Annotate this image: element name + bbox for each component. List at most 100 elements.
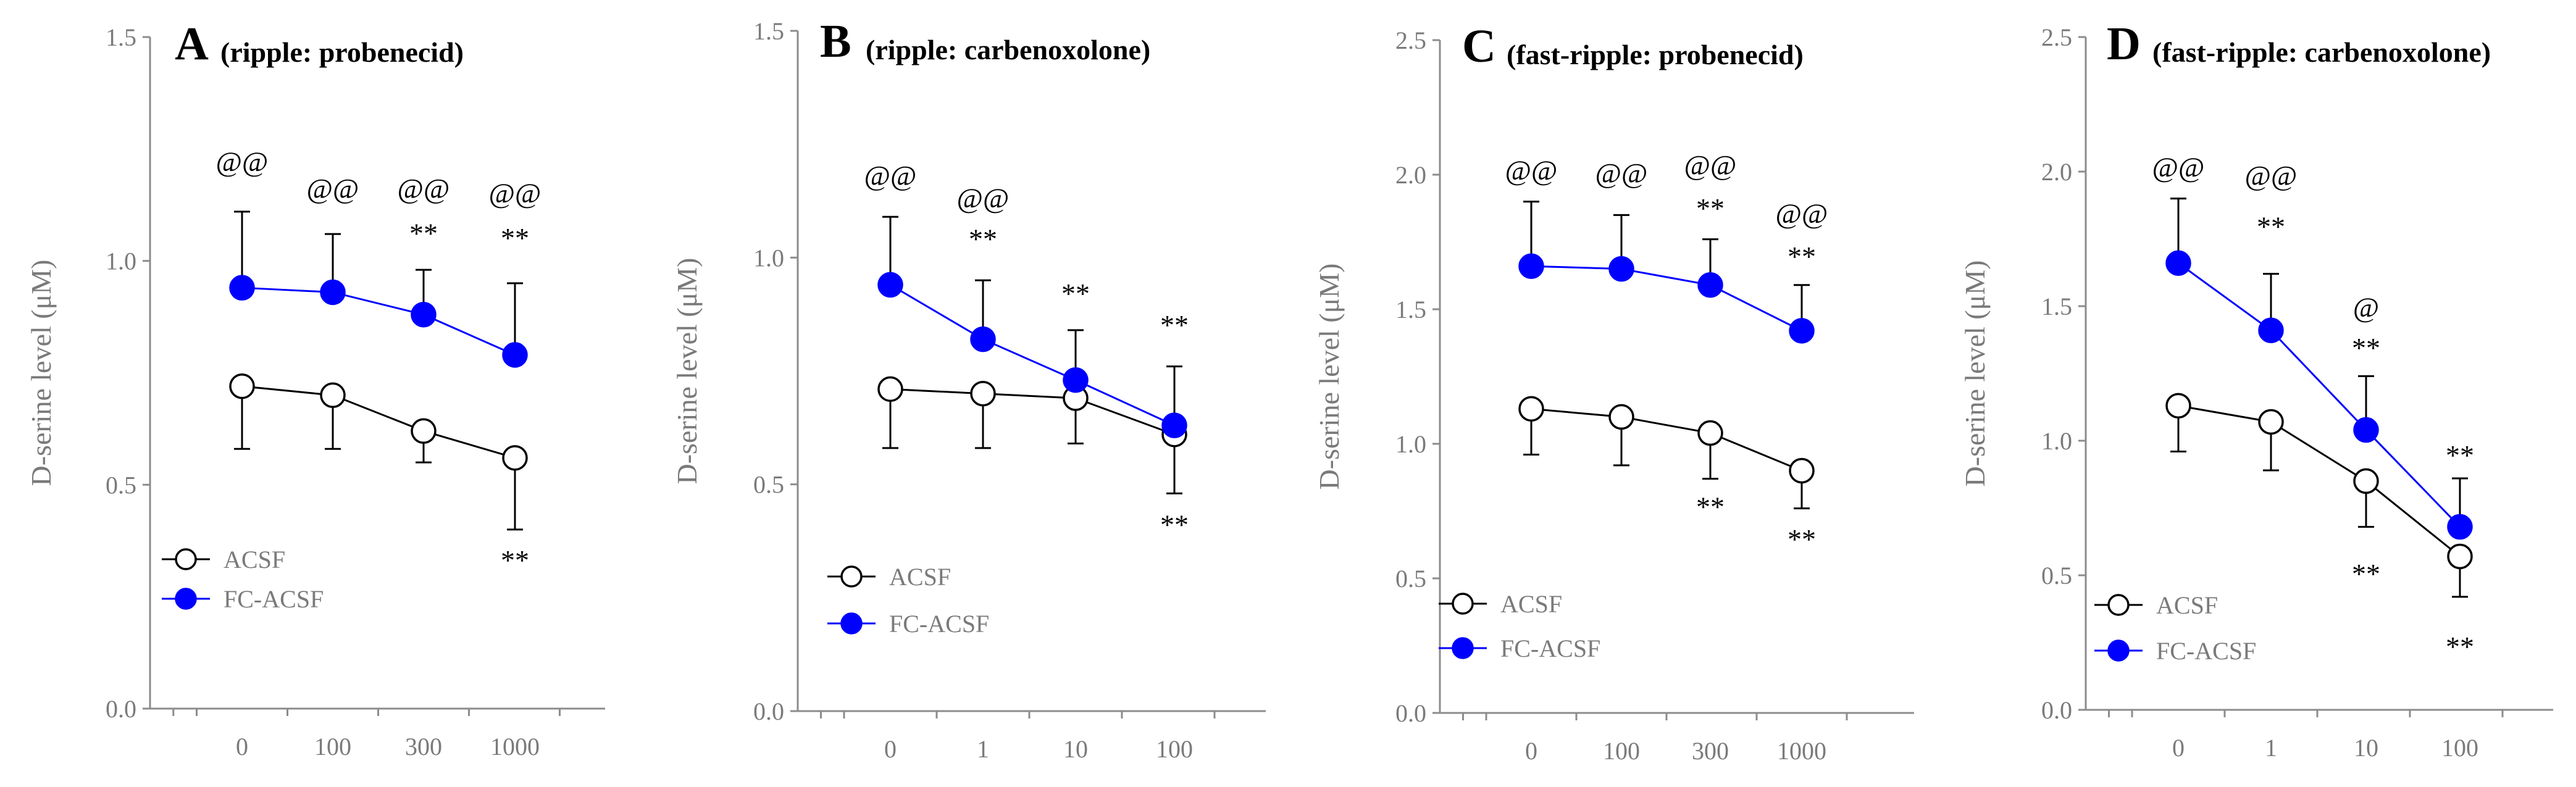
y-tick-label: 0.5 xyxy=(2041,562,2072,589)
significance-annotation: @@ xyxy=(864,160,917,191)
significance-annotation: @@ xyxy=(1505,155,1558,186)
x-tick-label: 100 xyxy=(1156,735,1193,763)
significance-annotation: @ xyxy=(2353,291,2379,323)
panel-subtitle: (fast-ripple: carbenoxolone) xyxy=(2152,36,2491,68)
y-tick-label: 2.5 xyxy=(1395,27,1426,54)
panel-letter: A xyxy=(175,18,209,70)
data-point xyxy=(2165,250,2191,276)
data-point xyxy=(2353,468,2379,494)
significance-annotation: ** xyxy=(501,544,529,576)
significance-annotation: ** xyxy=(501,222,529,254)
significance-annotation: ** xyxy=(2352,332,2380,364)
x-tick-label: 1 xyxy=(2265,734,2277,762)
y-tick-label: 0.0 xyxy=(1395,699,1426,727)
y-tick-label: 0.0 xyxy=(753,697,784,725)
legend-marker xyxy=(175,588,197,610)
significance-annotation: ** xyxy=(2446,631,2474,662)
series-fc-acsf xyxy=(2165,198,2473,540)
x-tick-label: 300 xyxy=(1692,737,1729,765)
significance-annotation: ** xyxy=(1696,491,1725,523)
y-tick-label: 1.0 xyxy=(2041,427,2072,455)
data-point xyxy=(1789,457,1815,484)
series-acsf xyxy=(1518,396,1815,510)
data-point xyxy=(2447,543,2473,570)
significance-annotation: @@ xyxy=(398,173,450,204)
x-tick-label: 100 xyxy=(314,733,351,760)
series-line xyxy=(890,284,1175,427)
significance-annotation: ** xyxy=(1061,278,1090,309)
x-tick-label: 1 xyxy=(977,735,989,763)
significance-annotation: ** xyxy=(2352,558,2380,589)
legend-label: ACSF xyxy=(1500,590,1562,618)
data-point xyxy=(411,301,437,328)
data-point xyxy=(1697,272,1723,298)
y-tick-label: 1.5 xyxy=(753,17,784,45)
data-point xyxy=(1697,420,1723,446)
panel-c: 0.0 0.5 1.0 1.5 2.0 2.5 0 100 300 1000 D-serine le… xyxy=(1313,20,1914,765)
data-point xyxy=(502,445,528,471)
y-axis-label: D-serine level (μM) xyxy=(671,258,703,485)
x-tick-label: 0 xyxy=(2172,734,2185,762)
series-line xyxy=(241,385,516,459)
x-tick-label: 0 xyxy=(1525,737,1537,765)
significance-annotation: ** xyxy=(969,223,997,255)
x-tick-label: 10 xyxy=(2354,734,2378,762)
legend-marker xyxy=(840,565,863,588)
legend-label: FC-ACSF xyxy=(2156,637,2256,665)
significance-annotation: @@ xyxy=(489,177,542,209)
series-line xyxy=(1531,265,1802,332)
significance-annotation: ** xyxy=(1788,523,1816,555)
x-tick-label: 300 xyxy=(405,733,442,760)
data-point xyxy=(229,275,255,301)
x-tick-label: 1000 xyxy=(490,733,540,760)
series-line xyxy=(2178,404,2461,557)
x-tick-label: 10 xyxy=(1063,735,1088,763)
significance-annotation: @@ xyxy=(2152,152,2205,183)
x-tick-label: 0 xyxy=(236,733,248,760)
series-fc-acsf xyxy=(877,215,1187,438)
series-line xyxy=(890,388,1175,436)
y-tick-label: 1.0 xyxy=(1395,430,1426,458)
data-point xyxy=(2165,393,2191,419)
legend-marker xyxy=(2107,594,2130,616)
data-point xyxy=(1063,367,1089,393)
y-axis-label: D-serine level (μM) xyxy=(1959,260,1991,487)
series-acsf xyxy=(2165,393,2473,598)
legend-label: ACSF xyxy=(2156,591,2218,619)
data-point xyxy=(1789,318,1815,344)
y-tick-label: 1.5 xyxy=(1395,296,1426,323)
significance-annotation: ** xyxy=(1788,241,1816,272)
panel-subtitle: (fast-ripple: probenecid) xyxy=(1507,39,1804,70)
significance-annotation: @@ xyxy=(307,173,359,204)
y-tick-label: 1.5 xyxy=(2041,293,2072,320)
data-point xyxy=(229,373,255,399)
data-point xyxy=(320,279,346,306)
x-tick-label: 100 xyxy=(1603,737,1640,765)
data-point xyxy=(877,376,903,402)
legend-label: FC-ACSF xyxy=(224,585,324,613)
y-tick-label: 1.0 xyxy=(106,248,136,275)
data-point xyxy=(2447,514,2473,540)
significance-annotation: @@ xyxy=(1776,198,1828,229)
data-point xyxy=(2258,317,2284,343)
significance-annotation: ** xyxy=(1160,509,1189,540)
legend-marker xyxy=(1452,593,1474,615)
series-acsf xyxy=(877,376,1187,494)
x-tick-label: 100 xyxy=(2441,734,2478,762)
y-tick-label: 1.5 xyxy=(106,23,136,51)
panel-letter: D xyxy=(2107,18,2141,70)
data-point xyxy=(1608,256,1634,282)
significance-annotation: @@ xyxy=(957,183,1010,214)
panel-letter: C xyxy=(1462,20,1496,72)
legend-marker xyxy=(1452,637,1474,659)
panel-a: 0.0 0.5 1.0 1.5 0 100 300 1000 D-serine level (μ… xyxy=(25,18,605,760)
significance-annotation: ** xyxy=(1696,193,1725,224)
data-point xyxy=(970,380,996,407)
x-tick-label: 0 xyxy=(884,735,897,763)
data-point xyxy=(1518,396,1544,422)
series-line xyxy=(1531,407,1802,472)
legend-marker xyxy=(840,612,863,635)
significance-annotation: @@ xyxy=(2245,160,2298,191)
data-point xyxy=(502,342,528,368)
